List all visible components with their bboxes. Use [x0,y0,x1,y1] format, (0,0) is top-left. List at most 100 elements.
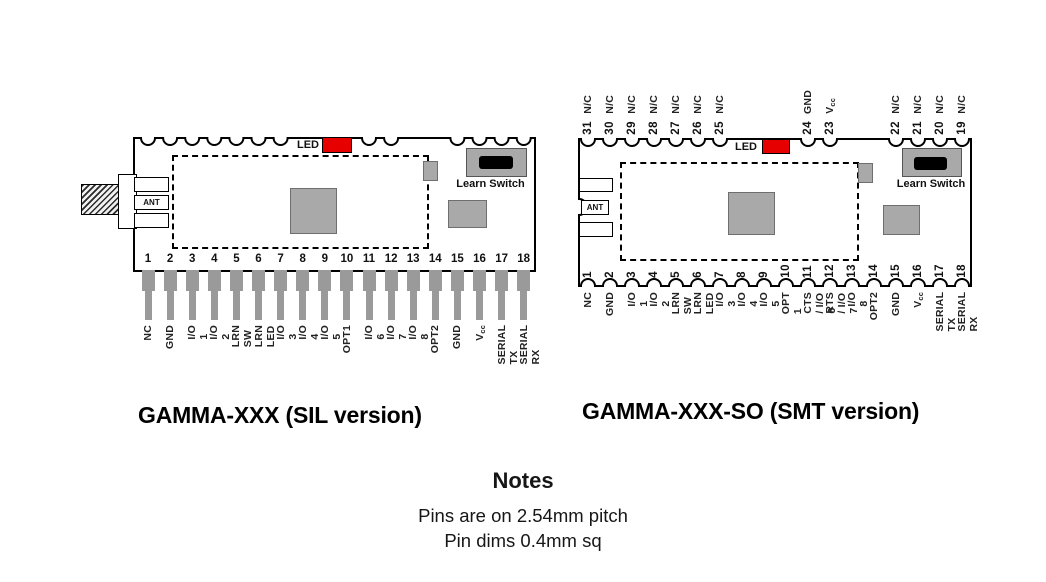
pin-label: GND [802,90,814,114]
pin-label: SERIAL RX [517,325,542,365]
component-block [883,205,920,235]
rf-section-outline [620,162,859,261]
pin-number: 16 [911,264,924,278]
antenna-slot [134,213,169,228]
pin [365,291,373,320]
learn-switch-actuator-icon [914,157,947,170]
pin [299,291,307,320]
module-smt-diagram: ANT LED Learn Switch 31 N/C 30 N/C 29 N/C 28 N/… [578,90,980,332]
pin-number: 6 [255,253,262,265]
pin-number: 4 [211,253,218,265]
pin-label: I/O 8 [407,325,432,340]
pin-label: I/O 8 [846,292,870,307]
pin-label: I/O 1 [626,292,650,307]
pin-number: 6 [691,271,704,278]
pin-label: I/O 5 [318,325,343,340]
learn-switch-label: Learn Switch [456,178,525,190]
pin-number: 15 [450,253,464,265]
learn-switch [902,148,962,177]
pin-label: GND [890,292,902,316]
antenna-slot [134,177,169,192]
pin-number: 18 [517,253,531,265]
pin [450,270,464,291]
pin-number: 9 [321,253,328,265]
pin [387,291,395,320]
notes-line: Pins are on 2.54mm pitch [418,505,628,526]
pin [163,270,177,291]
pin [409,291,417,320]
pin-number: 28 [647,121,660,135]
pin-label: Vcc [824,98,838,114]
pin-number: 15 [889,264,902,278]
pin-number: 16 [473,253,486,265]
antenna-connector-threads-icon [81,184,121,215]
pin-label: GND [164,325,177,349]
pin-label: GND [451,325,464,349]
module-smt-title: GAMMA-XXX-SO (SMT version) [582,398,920,424]
pin [406,270,420,291]
pin [252,270,265,291]
pin [141,270,155,291]
learn-switch-actuator-icon [479,156,513,169]
antenna-slot [579,178,613,192]
pin-label: OPT2 [868,292,880,321]
pin [166,291,174,320]
pin [384,270,398,291]
small-component [423,161,438,181]
pin-number: 17 [495,253,508,265]
pin-label: Vcc [912,292,926,308]
pin-label: N/C [604,95,616,114]
pin [321,291,329,320]
pin-number: 17 [933,264,946,278]
pin-label: LRN LED [692,292,716,315]
pin-number: 18 [955,264,968,278]
pin-label: I/O 2 [648,292,672,307]
pin-label: I/O 2 [208,325,233,340]
pin-number: 8 [299,253,306,265]
pin-label: SERIAL TX [934,292,958,332]
pin [229,270,243,291]
pin [340,270,354,291]
ic-chip [728,192,775,235]
pin [144,291,152,320]
pin [495,270,509,291]
pin-label: NC [582,292,594,308]
pin [274,270,288,291]
pin-number: 7 [277,253,284,265]
pin-label: NC [142,325,154,341]
pin-number: 23 [823,121,836,135]
pin-number: 8 [735,271,748,278]
pin-label: N/C [582,95,594,114]
pin-number: 5 [233,253,240,265]
pin-number: 2 [603,271,616,278]
pin-label: Vcc [473,325,487,341]
pin-number: 22 [889,121,902,135]
pin-label: LRN SW [670,292,694,315]
pin-number: 29 [625,121,638,135]
pin-label: SERIAL TX [495,325,520,365]
pin-label: I/O 6 [363,325,387,340]
pin-number: 21 [911,121,924,135]
pin-label: N/C [956,95,968,114]
pin-number: 20 [933,121,946,135]
pin-number: 14 [428,253,442,265]
pin [453,291,461,320]
pin-number: 2 [166,253,174,265]
pin-label: SERIAL RX [956,292,980,332]
pin [498,291,506,320]
pin-number: 12 [384,253,398,265]
ant-label-box: ANT [581,200,609,215]
pin-number: 11 [362,253,376,265]
pin-number: 24 [801,121,814,135]
pin-label: N/C [912,95,924,114]
pin-label: N/C [626,95,638,114]
pin-number: 27 [669,121,682,135]
pin [210,291,218,320]
pin-number: 12 [823,264,836,278]
notes-heading: Notes [492,468,554,493]
pin-label: I/O 7 [385,325,410,340]
pin-label: N/C [648,95,660,114]
antenna-slot [579,222,613,237]
pin-number: 30 [603,121,616,135]
